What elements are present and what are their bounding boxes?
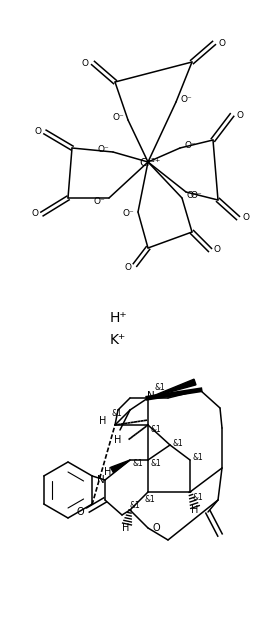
Polygon shape [111,460,130,473]
Text: &1: &1 [193,453,203,463]
Text: O⁻: O⁻ [184,140,196,150]
Text: O: O [32,210,39,218]
Text: &1: &1 [133,459,143,468]
Text: H: H [191,505,199,515]
Text: Cr³⁺: Cr³⁺ [139,158,161,168]
Text: O⁻: O⁻ [112,113,124,123]
Text: O⁻: O⁻ [93,197,105,205]
Text: H: H [122,523,130,533]
Text: &1: &1 [151,458,161,468]
Text: O: O [34,128,41,136]
Text: O⁻: O⁻ [97,145,109,153]
Text: H: H [114,435,122,445]
Text: H: H [104,467,112,477]
Text: &1: &1 [173,438,183,448]
Text: N: N [147,391,155,401]
Text: N: N [97,475,105,485]
Text: H: H [99,416,107,426]
Text: O: O [76,507,84,517]
Text: &1: &1 [151,426,161,434]
Text: O⁻: O⁻ [180,96,192,105]
Text: O: O [214,245,221,255]
Text: O⁻: O⁻ [186,192,198,200]
Text: &1: &1 [193,493,203,501]
Text: &1: &1 [155,384,165,393]
Text: O: O [124,264,132,272]
Text: H⁺: H⁺ [109,311,127,325]
Text: &1: &1 [145,496,155,505]
Text: O⁻: O⁻ [190,190,202,200]
Text: O: O [236,111,243,120]
Text: O: O [218,39,225,48]
Text: O: O [81,58,88,68]
Text: &1: &1 [130,501,140,510]
Text: K⁺: K⁺ [110,333,126,347]
Text: &1: &1 [112,409,122,418]
Text: O⁻: O⁻ [122,210,134,218]
Polygon shape [148,379,196,398]
Text: O: O [152,523,160,533]
Text: O: O [243,213,250,222]
